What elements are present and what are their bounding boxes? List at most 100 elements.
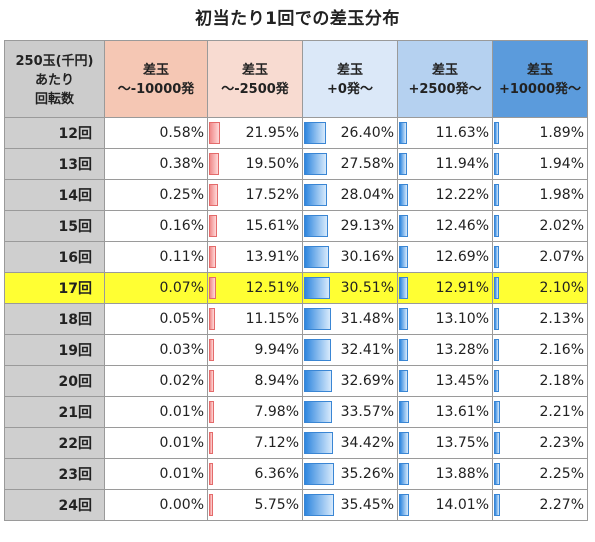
percent-value: 13.10%	[435, 311, 489, 327]
value-cell: 35.45%	[302, 489, 398, 521]
percent-value: 2.21%	[539, 404, 584, 420]
table-body: 12回 0.58% 21.95% 26.40% 11.63% 1.89% 13回 0.38% 1…	[4, 117, 588, 521]
value-cell: 6.36%	[207, 458, 303, 490]
table-row: 20回 0.02% 8.94% 32.69% 13.45% 2.18%	[4, 365, 588, 397]
value-cell: 2.10%	[492, 272, 588, 304]
distribution-table: 250玉(千円) あたり 回転数 差玉 ～-10000発 差玉 ～-2500発 …	[4, 40, 588, 521]
value-cell: 7.12%	[207, 427, 303, 459]
row-label-header: 250玉(千円) あたり 回転数	[4, 40, 105, 118]
percent-value: 28.04%	[340, 187, 394, 203]
percent-value: 0.01%	[159, 466, 204, 482]
value-cell: 0.58%	[104, 117, 208, 149]
spin-count-label: 18回	[4, 303, 105, 335]
value-cell: 2.16%	[492, 334, 588, 366]
column-header: 差玉 +10000発～	[492, 40, 588, 118]
value-cell: 1.89%	[492, 117, 588, 149]
percent-value: 13.61%	[435, 404, 489, 420]
positive-bar	[494, 246, 500, 268]
value-cell: 30.51%	[302, 272, 398, 304]
column-header-line1: 差玉	[142, 63, 169, 78]
positive-bar	[399, 401, 409, 423]
spin-count-label: 13回	[4, 148, 105, 180]
value-cell: 29.13%	[302, 210, 398, 242]
value-cell: 0.01%	[104, 458, 208, 490]
percent-value: 2.16%	[539, 342, 584, 358]
percent-value: 30.16%	[340, 249, 394, 265]
column-header-line1: 差玉	[336, 63, 363, 78]
percent-value: 11.63%	[435, 125, 489, 141]
percent-value: 35.26%	[340, 466, 394, 482]
value-cell: 11.94%	[397, 148, 493, 180]
percent-value: 1.98%	[539, 187, 584, 203]
negative-bar	[209, 432, 214, 454]
percent-value: 11.94%	[435, 156, 489, 172]
value-cell: 12.69%	[397, 241, 493, 273]
column-header-line1: 差玉	[241, 63, 268, 78]
spin-count-label: 22回	[4, 427, 105, 459]
percent-value: 13.45%	[435, 373, 489, 389]
positive-bar	[304, 246, 330, 268]
negative-bar	[209, 246, 217, 268]
percent-value: 12.51%	[245, 280, 299, 296]
positive-bar	[399, 215, 408, 237]
positive-bar	[399, 370, 409, 392]
row-label-line: 250玉(千円)	[15, 53, 94, 69]
percent-value: 32.69%	[340, 373, 394, 389]
positive-bar	[494, 153, 499, 175]
header-row: 250玉(千円) あたり 回転数 差玉 ～-10000発 差玉 ～-2500発 …	[4, 40, 588, 118]
negative-bar	[209, 122, 220, 144]
percent-value: 0.01%	[159, 435, 204, 451]
value-cell: 13.75%	[397, 427, 493, 459]
percent-value: 7.98%	[254, 404, 299, 420]
value-cell: 5.75%	[207, 489, 303, 521]
percent-value: 33.57%	[340, 404, 394, 420]
value-cell: 11.15%	[207, 303, 303, 335]
percent-value: 13.28%	[435, 342, 489, 358]
percent-value: 34.42%	[340, 435, 394, 451]
positive-bar	[494, 370, 500, 392]
value-cell: 13.91%	[207, 241, 303, 273]
percent-value: 1.94%	[539, 156, 584, 172]
percent-value: 0.38%	[159, 156, 204, 172]
percent-value: 30.51%	[340, 280, 394, 296]
value-cell: 2.23%	[492, 427, 588, 459]
percent-value: 2.23%	[539, 435, 584, 451]
value-cell: 0.16%	[104, 210, 208, 242]
value-cell: 1.94%	[492, 148, 588, 180]
positive-bar	[304, 277, 330, 299]
percent-value: 2.25%	[539, 466, 584, 482]
positive-bar	[399, 432, 409, 454]
percent-value: 2.10%	[539, 280, 584, 296]
spin-count-label: 24回	[4, 489, 105, 521]
table-row: 19回 0.03% 9.94% 32.41% 13.28% 2.16%	[4, 334, 588, 366]
percent-value: 32.41%	[340, 342, 394, 358]
value-cell: 8.94%	[207, 365, 303, 397]
column-header-line1: 差玉	[431, 63, 458, 78]
percent-value: 2.02%	[539, 218, 584, 234]
column-header: 差玉 +2500発～	[397, 40, 493, 118]
value-cell: 13.10%	[397, 303, 493, 335]
value-cell: 2.18%	[492, 365, 588, 397]
value-cell: 0.38%	[104, 148, 208, 180]
positive-bar	[304, 339, 332, 361]
negative-bar	[209, 494, 213, 516]
positive-bar	[494, 494, 500, 516]
value-cell: 0.11%	[104, 241, 208, 273]
spin-count-label: 23回	[4, 458, 105, 490]
percent-value: 13.88%	[435, 466, 489, 482]
percent-value: 13.91%	[245, 249, 299, 265]
table-row: 18回 0.05% 11.15% 31.48% 13.10% 2.13%	[4, 303, 588, 335]
percent-value: 1.89%	[539, 125, 584, 141]
positive-bar	[494, 215, 500, 237]
value-cell: 2.25%	[492, 458, 588, 490]
percent-value: 31.48%	[340, 311, 394, 327]
negative-bar	[209, 370, 215, 392]
value-cell: 2.07%	[492, 241, 588, 273]
percent-value: 13.75%	[435, 435, 489, 451]
column-header-line2: +2500発～	[408, 82, 482, 97]
positive-bar	[399, 246, 408, 268]
percent-value: 0.01%	[159, 404, 204, 420]
table-row: 23回 0.01% 6.36% 35.26% 13.88% 2.25%	[4, 458, 588, 490]
spin-count-label: 19回	[4, 334, 105, 366]
percent-value: 26.40%	[340, 125, 394, 141]
